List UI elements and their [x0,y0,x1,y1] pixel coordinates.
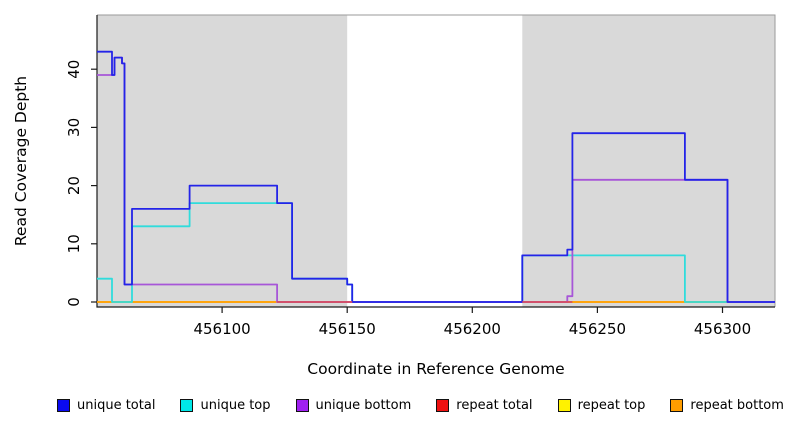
coverage-plot: Coordinate in Reference Genome Read Cove… [12,14,776,378]
plot-border [97,14,776,307]
legend-label-unique-top: unique top [200,398,271,413]
legend-item-unique-total: unique total [57,398,155,413]
x-tick-label: 456150 [319,320,376,338]
legend-swatch-icon-unique-total [57,399,70,412]
legend-label-unique-bottom: unique bottom [315,398,412,413]
legend-item-repeat-top: repeat top [557,398,646,413]
shaded-region [97,15,348,307]
legend-swatch-icon-unique-bottom [295,399,309,412]
y-tick-label: 30 [65,118,83,137]
x-tick-label: 456300 [694,320,751,338]
legend-item-repeat-bottom: repeat bottom [670,398,784,413]
x-tick-label: 456250 [569,320,626,338]
legend-item-unique-top: unique top [180,398,271,413]
legend-item-repeat-total: repeat total [436,398,533,413]
y-tick-label: 20 [65,176,83,195]
legend-label-unique-total: unique total [77,398,156,413]
y-axis-label: Read Coverage Depth [12,76,30,246]
y-tick-label: 0 [65,297,83,307]
legend-swatch-icon-repeat-top [557,399,571,412]
legend: unique total unique top unique bottom repea… [0,398,792,413]
legend-swatch-icon-repeat-bottom [670,399,684,412]
legend-item-unique-bottom: unique bottom [295,398,412,413]
legend-label-repeat-bottom: repeat bottom [690,398,784,413]
legend-swatch-icon-unique-top [180,399,194,412]
y-tick-label: 10 [65,234,83,253]
series-unique-total [97,50,775,303]
y-tick-label: 40 [65,60,83,79]
legend-label-repeat-total: repeat total [456,398,533,413]
x-axis-label: Coordinate in Reference Genome [307,360,564,378]
legend-swatch-icon-repeat-total [436,399,450,412]
x-tick-label: 456100 [193,320,250,338]
axis-lines [96,15,775,308]
shaded-region [522,15,775,307]
plot-layers: 456100 456150 456200 456250 456300 0 10 20 30 40 [65,14,776,338]
x-tick-label: 456200 [444,320,501,338]
legend-label-repeat-top: repeat top [577,398,646,413]
